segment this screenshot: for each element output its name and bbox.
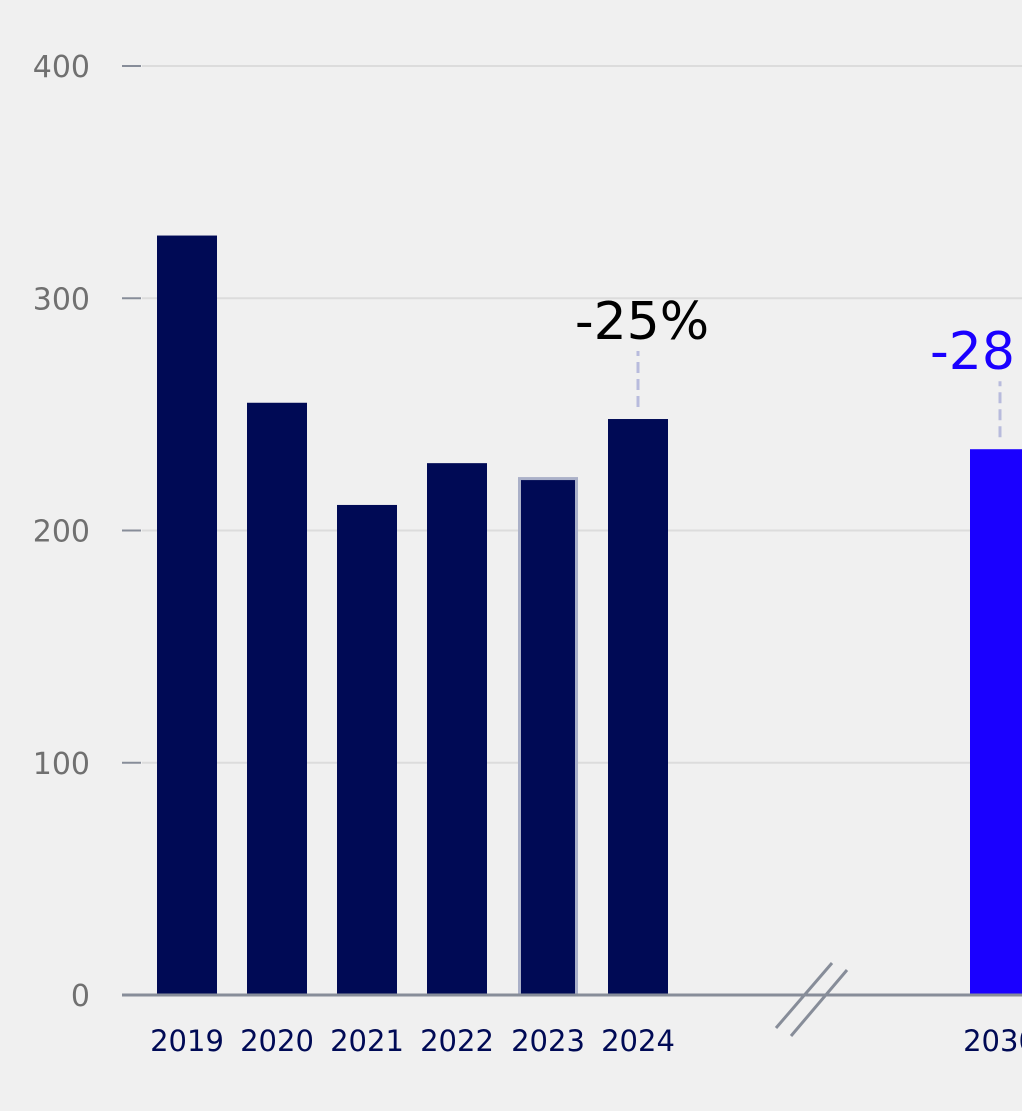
annotation-label-2030: -28 xyxy=(930,322,1015,382)
bar-2020 xyxy=(247,402,307,995)
bar-2023 xyxy=(518,477,578,997)
axis-break-mark-2 xyxy=(789,969,849,1037)
annotation-label-2024: -25% xyxy=(575,292,709,352)
bar-2030 xyxy=(970,449,1022,995)
x-tick-label-2022: 2022 xyxy=(420,1024,494,1058)
x-tick-label-2020: 2020 xyxy=(240,1024,314,1058)
bar-2022 xyxy=(427,463,487,996)
bar-2021 xyxy=(337,504,397,995)
bar-2019 xyxy=(157,235,217,996)
x-tick-label-2023: 2023 xyxy=(511,1024,585,1058)
axis-break-mark-1 xyxy=(774,962,834,1029)
x-tick-label-2030: 2030 xyxy=(963,1024,1022,1058)
x-tick-label-2024: 2024 xyxy=(601,1024,675,1058)
x-tick-label-2019: 2019 xyxy=(150,1024,224,1058)
y-tick-label-200: 200 xyxy=(33,515,90,550)
y-tick-label-300: 300 xyxy=(33,282,90,317)
y-tick-label-400: 400 xyxy=(33,50,90,85)
y-tick-label-100: 100 xyxy=(33,747,90,782)
x-tick-label-2021: 2021 xyxy=(330,1024,404,1058)
bar-2024 xyxy=(608,419,668,995)
y-tick-label-0: 0 xyxy=(71,979,90,1014)
